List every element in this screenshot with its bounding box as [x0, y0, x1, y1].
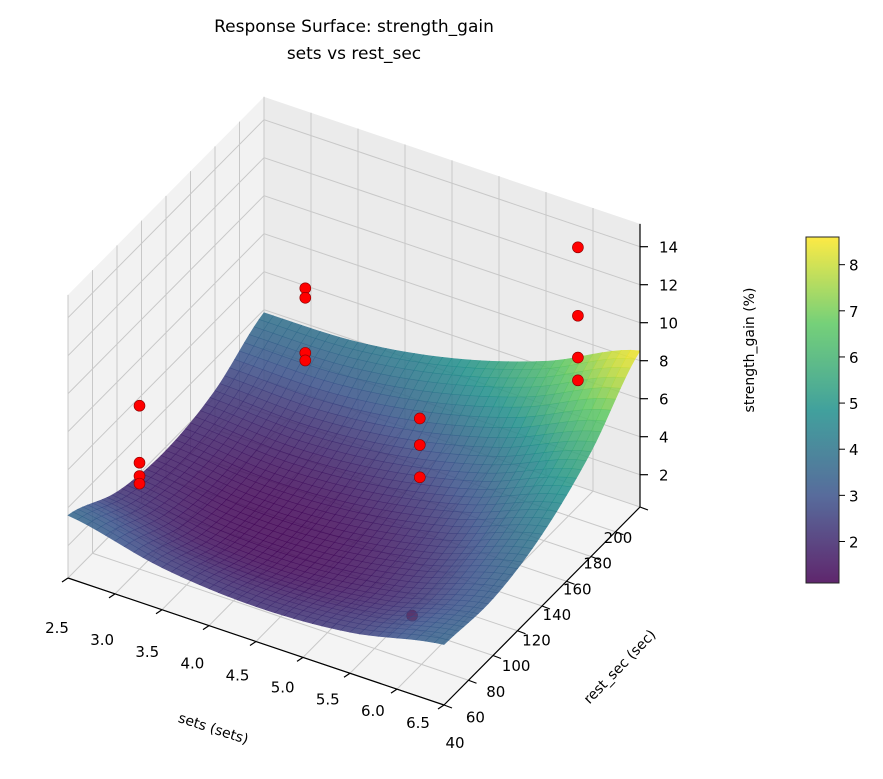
colorbar-tick-label: 3 [849, 487, 859, 505]
colorbar-tick-label: 7 [849, 303, 859, 321]
y-tick [590, 555, 600, 561]
y-tick-label: 40 [445, 734, 464, 752]
z-tick-label: 8 [659, 353, 669, 371]
scatter-point [572, 309, 584, 322]
scatter-point [572, 241, 584, 254]
z-tick-label: 10 [659, 315, 678, 333]
y-tick-label: 200 [604, 529, 633, 547]
z-tick-label: 6 [659, 391, 669, 409]
grid-line-z [263, 119, 641, 248]
x-tick-label: 5.0 [271, 678, 295, 696]
x-tick [108, 593, 116, 599]
scatter-point [299, 354, 312, 367]
x-tick [437, 704, 445, 710]
z-tick-label: 14 [659, 239, 678, 257]
x-axis-label: sets (sets) [176, 710, 250, 748]
grid-line-z [67, 157, 265, 357]
colorbar-tick-label: 2 [849, 533, 859, 551]
x-tick [155, 609, 163, 615]
grid-line-z [67, 233, 265, 433]
grid-line-z [67, 309, 265, 509]
surface [67, 312, 641, 645]
x-tick-label: 4.5 [226, 667, 250, 685]
grid-line-z [67, 119, 265, 319]
grid-line-y [92, 552, 469, 681]
x-tick-label: 6.0 [361, 702, 385, 720]
scatter-point [413, 439, 426, 451]
y-tick [468, 679, 477, 684]
grid-line-z [263, 195, 641, 324]
scatter-point [413, 412, 426, 425]
y-tick [492, 654, 502, 660]
y-tick [443, 704, 453, 709]
scatter-point [299, 291, 312, 304]
y-tick-label: 140 [543, 606, 572, 624]
y-tick-label: 60 [466, 708, 485, 726]
scatter-point [572, 351, 584, 364]
colorbar-tick-label: 5 [849, 395, 859, 413]
x-tick [390, 688, 398, 694]
grid-line-z [263, 233, 641, 362]
z-tick-label: 12 [659, 277, 678, 295]
colorbar: 2 3 4 5 6 7 8 [805, 236, 859, 584]
x-tick-label: 6.5 [406, 714, 430, 732]
y-tick [517, 630, 526, 635]
x-tick-label: 3.5 [135, 643, 159, 661]
grid-line-z [67, 195, 265, 395]
grid-line-z [67, 271, 265, 471]
x-tick [296, 656, 304, 662]
x-tick [61, 577, 69, 583]
chart-subtitle: sets vs rest_sec [287, 44, 421, 64]
z-axis-label: strength_gain (%) [742, 288, 758, 413]
y-tick-label: 120 [522, 632, 551, 650]
x-tick [343, 672, 351, 678]
colorbar-tick-label: 8 [849, 257, 859, 275]
scatter-points [133, 241, 584, 490]
y-tick [541, 605, 551, 610]
x-tick-label: 3.0 [90, 631, 114, 649]
colorbar-tick-label: 4 [849, 441, 859, 459]
y-tick-label: 180 [583, 555, 612, 573]
y-tick [639, 506, 649, 511]
chart-title: Response Surface: strength_gain [214, 17, 494, 37]
scatter-point [413, 471, 426, 484]
x-tick-label: 4.0 [180, 655, 204, 673]
y-axis-label: rest_sec (sec) [581, 627, 660, 707]
colorbar-gradient [805, 236, 840, 584]
x-tick [202, 625, 210, 631]
scatter-point [133, 477, 146, 490]
colorbar-tick-label: 6 [849, 349, 859, 367]
y-tick-label: 160 [563, 580, 592, 598]
z-tick-label: 4 [659, 429, 669, 447]
z-tick-label: 2 [659, 467, 669, 485]
x-tick [249, 641, 257, 646]
scatter-point [133, 456, 146, 469]
x-tick-label: 2.5 [45, 619, 69, 637]
grid-line-z [263, 157, 641, 286]
scatter-point [133, 399, 146, 412]
surface-patch [433, 637, 450, 645]
y-tick-label: 80 [486, 683, 505, 701]
y-tick-label: 100 [502, 657, 531, 675]
x-tick-label: 5.5 [316, 690, 340, 708]
y-tick [566, 580, 575, 585]
y-tick [615, 531, 624, 536]
scatter-point [572, 374, 584, 387]
axis-lines [61, 223, 649, 710]
